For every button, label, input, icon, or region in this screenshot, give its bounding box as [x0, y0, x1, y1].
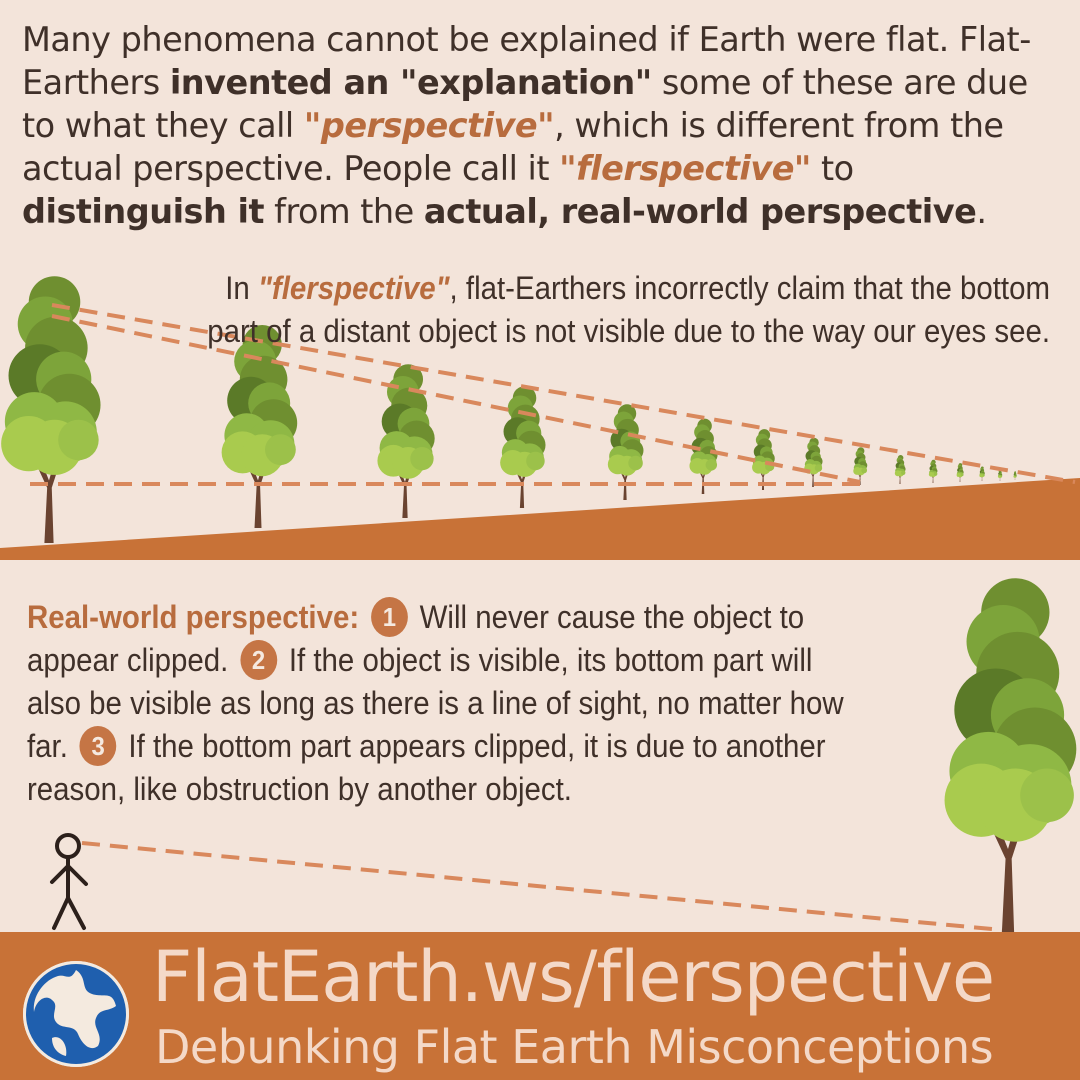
globe-logo-icon — [23, 961, 129, 1067]
point-number-badge: 1 — [370, 597, 408, 637]
flerspective-ground — [0, 478, 1080, 560]
intro-text-6: . — [976, 192, 987, 231]
intro-bold-distinguish: distinguish it — [22, 192, 265, 231]
intro-perspective-term: "perspective" — [303, 106, 555, 145]
footer-ground: FlatEarth.ws/flerspective Debunking Flat… — [0, 932, 1080, 1080]
tree-icon — [956, 463, 964, 482]
tree-icon — [500, 386, 546, 508]
tree-icon — [804, 437, 823, 487]
tree-icon — [928, 459, 938, 483]
real-world-point-1: Will never cause the object to appear cl… — [27, 599, 805, 678]
real-world-point-2: If the object is visible, its bottom par… — [27, 642, 844, 764]
flerspective-note-text-2: , flat-Earthers incorrectly claim that t… — [207, 270, 1050, 349]
tree-icon — [894, 455, 906, 484]
point-number-badge: 2 — [240, 640, 277, 680]
real-world-paragraph: Real-world perspective: 1 Will never cau… — [27, 596, 855, 811]
intro-text-4: to — [810, 149, 854, 188]
intro-text-5: from the — [264, 192, 424, 231]
flerspective-note-term: "flerspective" — [257, 270, 450, 306]
tree-icon — [979, 466, 985, 481]
point-number-badge: 3 — [79, 726, 117, 766]
intro-text-2: some of these are due to what they call — [22, 63, 1028, 145]
intro-flerspective-term: "flerspective" — [559, 149, 811, 188]
real-world-point-3: If the bottom part appears clipped, it i… — [27, 728, 826, 807]
tree-icon — [1013, 471, 1017, 480]
site-url[interactable]: FlatEarth.ws/flerspective — [152, 936, 995, 1018]
flerspective-note-text-1: In — [225, 270, 258, 306]
tree-icon — [1, 276, 101, 543]
stick-figure-icon — [50, 833, 88, 930]
line-of-sight — [81, 841, 1003, 932]
intro-bold-invented: invented an "explanation" — [169, 63, 652, 102]
intro-paragraph: Many phenomena cannot be explained if Ea… — [22, 18, 1067, 233]
real-world-heading: Real-world perspective: — [27, 599, 360, 635]
site-tagline: Debunking Flat Earth Misconceptions — [155, 1020, 994, 1074]
tree-icon — [944, 578, 1077, 932]
flerspective-note: In "flerspective", flat-Earthers incorre… — [185, 267, 1050, 353]
intro-text-3: , which is different from the actual per… — [22, 106, 1004, 188]
intro-text-1: Many phenomena cannot be explained if Ea… — [22, 20, 1031, 102]
tree-icon — [377, 364, 435, 518]
perspective-guide-lines — [30, 303, 1076, 486]
tree-icon — [221, 325, 298, 528]
intro-bold-real-world: actual, real-world perspective — [423, 192, 977, 231]
illustration-scene — [0, 276, 1080, 932]
